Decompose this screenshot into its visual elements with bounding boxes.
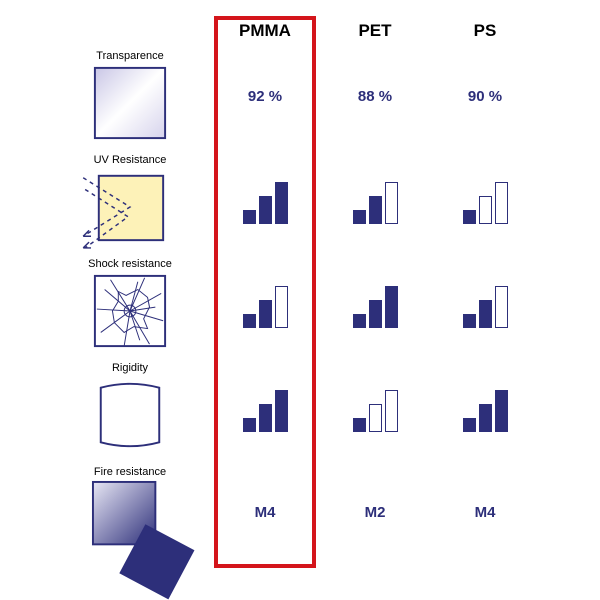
bar-chart bbox=[243, 384, 288, 432]
bar bbox=[463, 314, 476, 328]
value-text: M4 bbox=[475, 504, 496, 521]
material-label: PET bbox=[358, 21, 391, 41]
property-icon-cell: Rigidity bbox=[50, 362, 210, 454]
property-label: Shock resistance bbox=[88, 258, 172, 270]
property-label: Fire resistance bbox=[94, 466, 166, 478]
bar-chart bbox=[353, 280, 398, 328]
header-pet: PET bbox=[320, 21, 430, 41]
material-label: PMMA bbox=[239, 21, 291, 41]
bar bbox=[479, 196, 492, 224]
cell-rigidity-pet bbox=[320, 384, 430, 432]
cell-uv-pmma bbox=[210, 176, 320, 224]
bar bbox=[275, 390, 288, 432]
property-icon-cell: Shock resistance bbox=[50, 258, 210, 350]
comparison-grid: PMMA PET PS Transparence bbox=[50, 18, 590, 564]
cell-rigidity-ps bbox=[430, 384, 540, 432]
bar bbox=[243, 314, 256, 328]
bar-chart bbox=[353, 176, 398, 224]
cell-uv-pet bbox=[320, 176, 430, 224]
bar bbox=[479, 404, 492, 432]
row-transparence: Transparence 92 % 88 % 90 % bbox=[50, 44, 590, 148]
bar-chart bbox=[463, 280, 508, 328]
cell-shock-ps bbox=[430, 280, 540, 328]
bar bbox=[243, 210, 256, 224]
bar bbox=[275, 286, 288, 328]
property-label: UV Resistance bbox=[94, 154, 167, 166]
header-pmma: PMMA bbox=[210, 21, 320, 41]
bar bbox=[369, 300, 382, 328]
row-uv-resistance: UV Resistance bbox=[50, 148, 590, 252]
bar bbox=[479, 300, 492, 328]
bar bbox=[495, 182, 508, 224]
bar bbox=[259, 300, 272, 328]
bar-chart bbox=[463, 176, 508, 224]
header-row: PMMA PET PS bbox=[50, 18, 590, 44]
cell-fire-pet: M2 bbox=[320, 504, 430, 521]
cell-fire-pmma: M4 bbox=[210, 504, 320, 521]
material-label: PS bbox=[474, 21, 497, 41]
uv-resistance-icon bbox=[91, 168, 169, 246]
rigidity-icon bbox=[91, 376, 169, 454]
value-text: 88 % bbox=[358, 88, 392, 105]
bar bbox=[385, 286, 398, 328]
bar bbox=[353, 314, 366, 328]
bar bbox=[353, 210, 366, 224]
shock-resistance-icon bbox=[91, 272, 169, 350]
bar-chart bbox=[243, 280, 288, 328]
row-rigidity: Rigidity bbox=[50, 356, 590, 460]
bar bbox=[463, 418, 476, 432]
value-text: M2 bbox=[365, 504, 386, 521]
cell-shock-pet bbox=[320, 280, 430, 328]
bar-chart bbox=[353, 384, 398, 432]
property-icon-cell: UV Resistance bbox=[50, 154, 210, 246]
property-icon-cell: Transparence bbox=[50, 50, 210, 142]
bar bbox=[259, 404, 272, 432]
row-fire-resistance: Fire resistance M4 M2 M4 bbox=[50, 460, 590, 564]
bar bbox=[385, 182, 398, 224]
bar bbox=[275, 182, 288, 224]
bar bbox=[369, 404, 382, 432]
bar bbox=[369, 196, 382, 224]
bar bbox=[385, 390, 398, 432]
bar-chart bbox=[243, 176, 288, 224]
fire-resistance-icon bbox=[91, 480, 169, 558]
bar bbox=[495, 286, 508, 328]
value-text: 92 % bbox=[248, 88, 282, 105]
property-label: Rigidity bbox=[112, 362, 148, 374]
cell-fire-ps: M4 bbox=[430, 504, 540, 521]
header-ps: PS bbox=[430, 21, 540, 41]
property-icon-cell: Fire resistance bbox=[50, 466, 210, 558]
cell-rigidity-pmma bbox=[210, 384, 320, 432]
bar bbox=[495, 390, 508, 432]
row-shock-resistance: Shock resistance bbox=[50, 252, 590, 356]
transparence-icon bbox=[91, 64, 169, 142]
cell-transparence-ps: 90 % bbox=[430, 88, 540, 105]
bar-chart bbox=[463, 384, 508, 432]
cell-uv-ps bbox=[430, 176, 540, 224]
property-label: Transparence bbox=[96, 50, 163, 62]
value-text: M4 bbox=[255, 504, 276, 521]
bar bbox=[353, 418, 366, 432]
bar bbox=[463, 210, 476, 224]
value-text: 90 % bbox=[468, 88, 502, 105]
cell-shock-pmma bbox=[210, 280, 320, 328]
bar bbox=[259, 196, 272, 224]
cell-transparence-pmma: 92 % bbox=[210, 88, 320, 105]
bar bbox=[243, 418, 256, 432]
cell-transparence-pet: 88 % bbox=[320, 88, 430, 105]
